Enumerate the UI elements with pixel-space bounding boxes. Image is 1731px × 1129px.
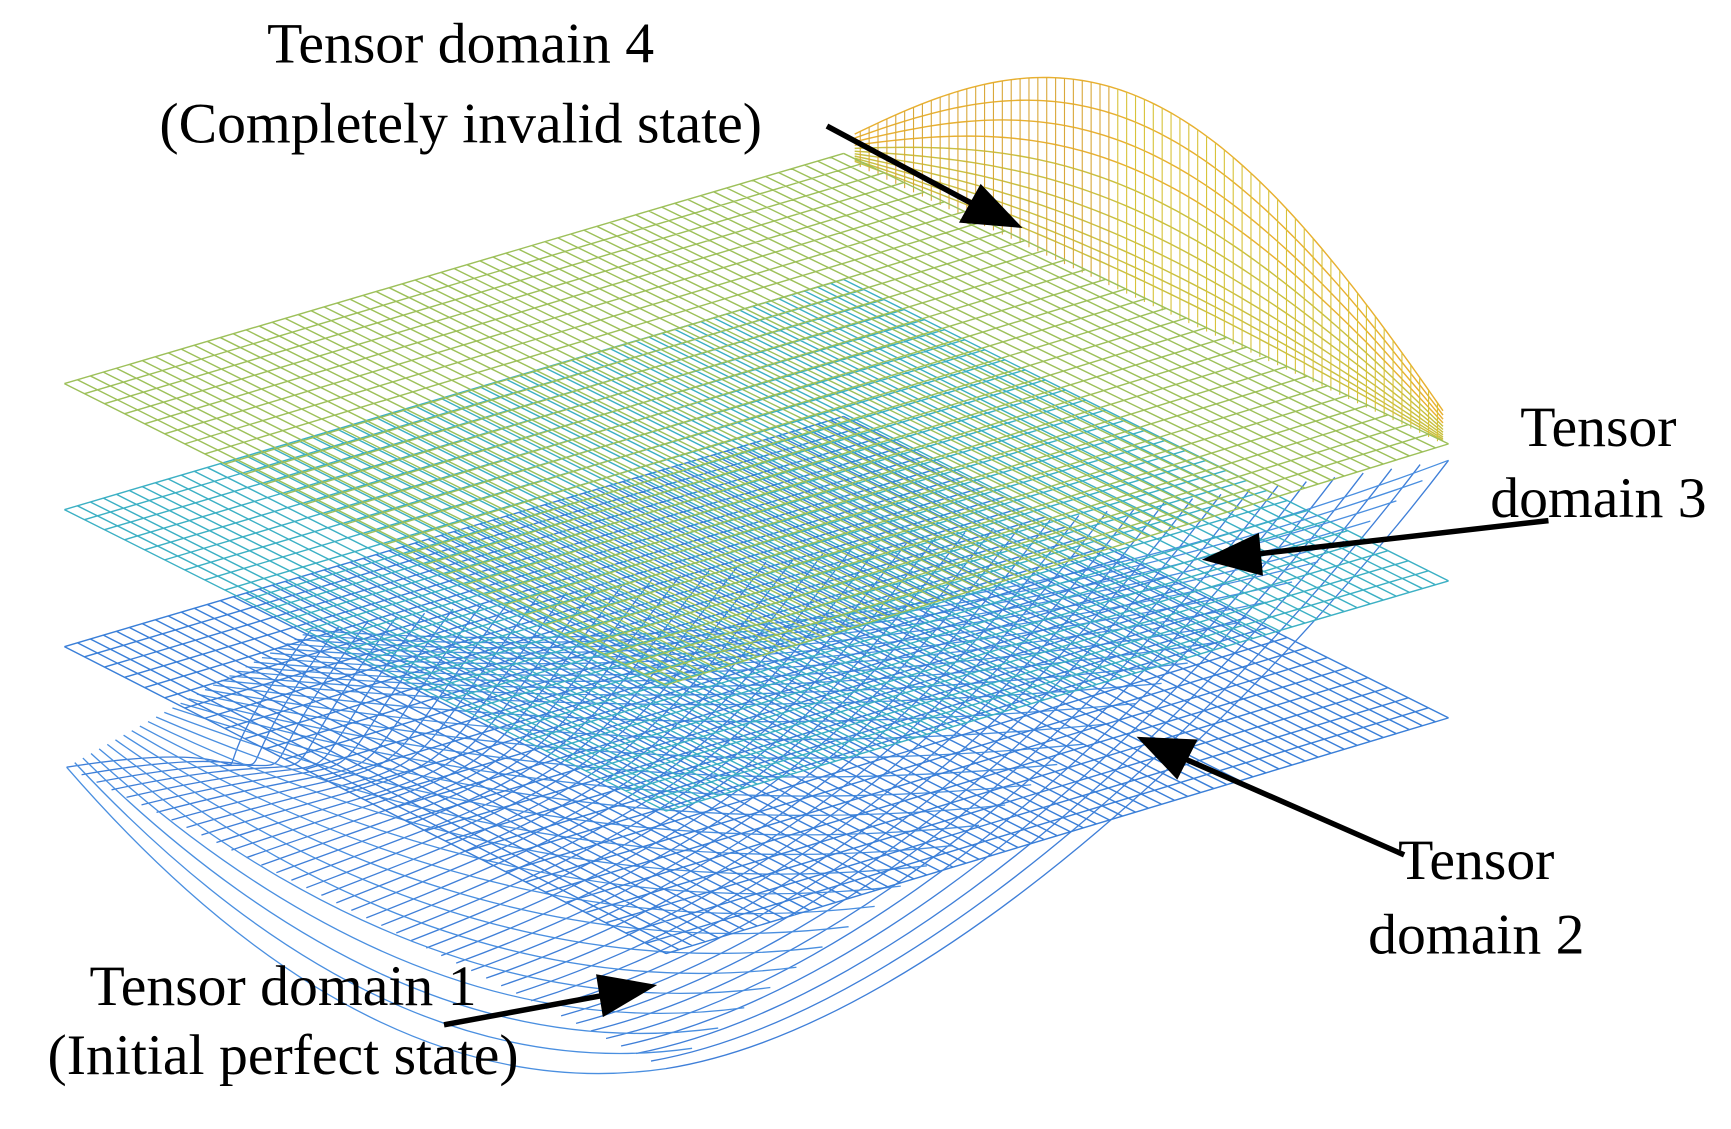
label: domain 2: [1368, 904, 1584, 967]
label: domain 3: [1490, 468, 1706, 531]
label: (Initial perfect state): [48, 1024, 519, 1087]
arrows: [443, 123, 1549, 1028]
arrow-head: [958, 183, 1023, 229]
mesh-dome: [854, 135, 1444, 424]
arrow-head: [596, 974, 658, 1018]
mesh-dome: [854, 76, 1444, 412]
mesh-dome: [854, 119, 1444, 420]
arrow: [825, 123, 979, 209]
label: Tensor domain 4: [267, 13, 654, 76]
scene: Tensor domain 4 (Completely invalid stat…: [48, 13, 1707, 1087]
mesh-dome: [854, 157, 1444, 438]
mesh-dome: [854, 153, 1444, 433]
label: Tensor: [1520, 396, 1676, 459]
arrow-head: [1136, 736, 1198, 780]
label: Tensor domain 1: [90, 955, 477, 1018]
mesh: [64, 76, 1450, 1075]
mesh-dome: [854, 146, 1444, 427]
label: Tensor: [1398, 829, 1554, 892]
arrow-head: [1201, 532, 1263, 576]
label: (Completely invalid state): [159, 93, 762, 156]
arrow: [1251, 517, 1549, 558]
mesh-dome: [854, 160, 1444, 442]
mesh-dome: [854, 150, 1444, 431]
mesh-plane: [64, 152, 1449, 686]
arrow: [1177, 753, 1406, 858]
mesh-plane: [64, 415, 1449, 955]
mesh-dome: [854, 99, 1444, 416]
mesh-dome: [854, 155, 1444, 436]
arrow: [443, 991, 612, 1028]
